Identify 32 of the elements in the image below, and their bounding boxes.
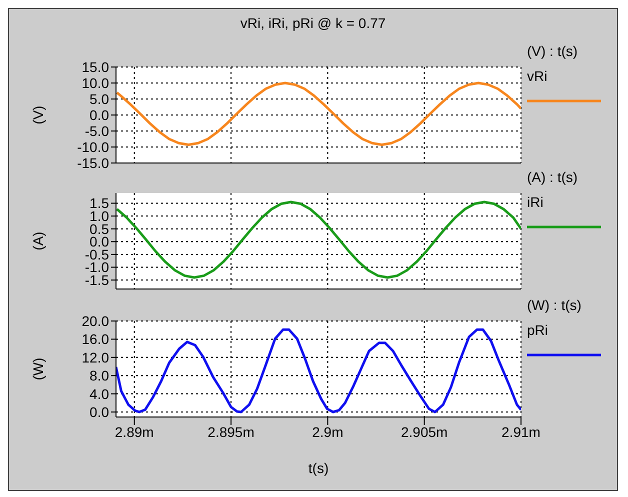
series-label: iRi: [527, 194, 544, 212]
y-axis-title: (W): [30, 358, 46, 380]
x-tick-label: 2.89m: [114, 424, 154, 440]
y-tick-label: 0.0: [90, 106, 110, 123]
y-tick-label: 20.0: [82, 312, 110, 329]
legend-title: (A) : t(s): [527, 169, 579, 187]
y-tick-label: 12.0: [82, 349, 110, 366]
legend-title: (W) : t(s): [527, 297, 582, 315]
y-tick-label: 0.0: [90, 404, 110, 420]
y-tick-label: 10.0: [82, 74, 110, 91]
line-series: [116, 328, 521, 414]
y-tick-label: -10.0: [77, 138, 110, 155]
line-series: [116, 200, 521, 279]
y-tick-label: 4.0: [90, 386, 110, 402]
line-series: [116, 82, 521, 146]
series-label: vRi: [527, 68, 548, 86]
chart-title: vRi, iRi, pRi @ k = 0.77: [239, 15, 387, 31]
y-tick-label: 8.0: [90, 368, 110, 384]
y-tick-label: 16.0: [82, 331, 110, 348]
x-axis-title: t(s): [308, 460, 329, 476]
text: pRi: [527, 322, 550, 340]
y-tick-label: 5.0: [90, 90, 110, 107]
x-tick-label: 2.905m: [400, 424, 448, 440]
x-tick-label: 2.91m: [502, 424, 540, 440]
y-tick-label: 15.0: [82, 58, 110, 75]
x-tick-label: 2.9m: [312, 424, 344, 440]
y-tick-label: -15.0: [77, 154, 110, 171]
x-tick-label: 2.895m: [208, 424, 254, 440]
y-axis-title: (A): [30, 232, 46, 250]
y-tick-label: -5.0: [84, 122, 110, 139]
y-axis-title: (V): [30, 106, 46, 124]
legend-title: (V) : t(s): [527, 43, 579, 61]
